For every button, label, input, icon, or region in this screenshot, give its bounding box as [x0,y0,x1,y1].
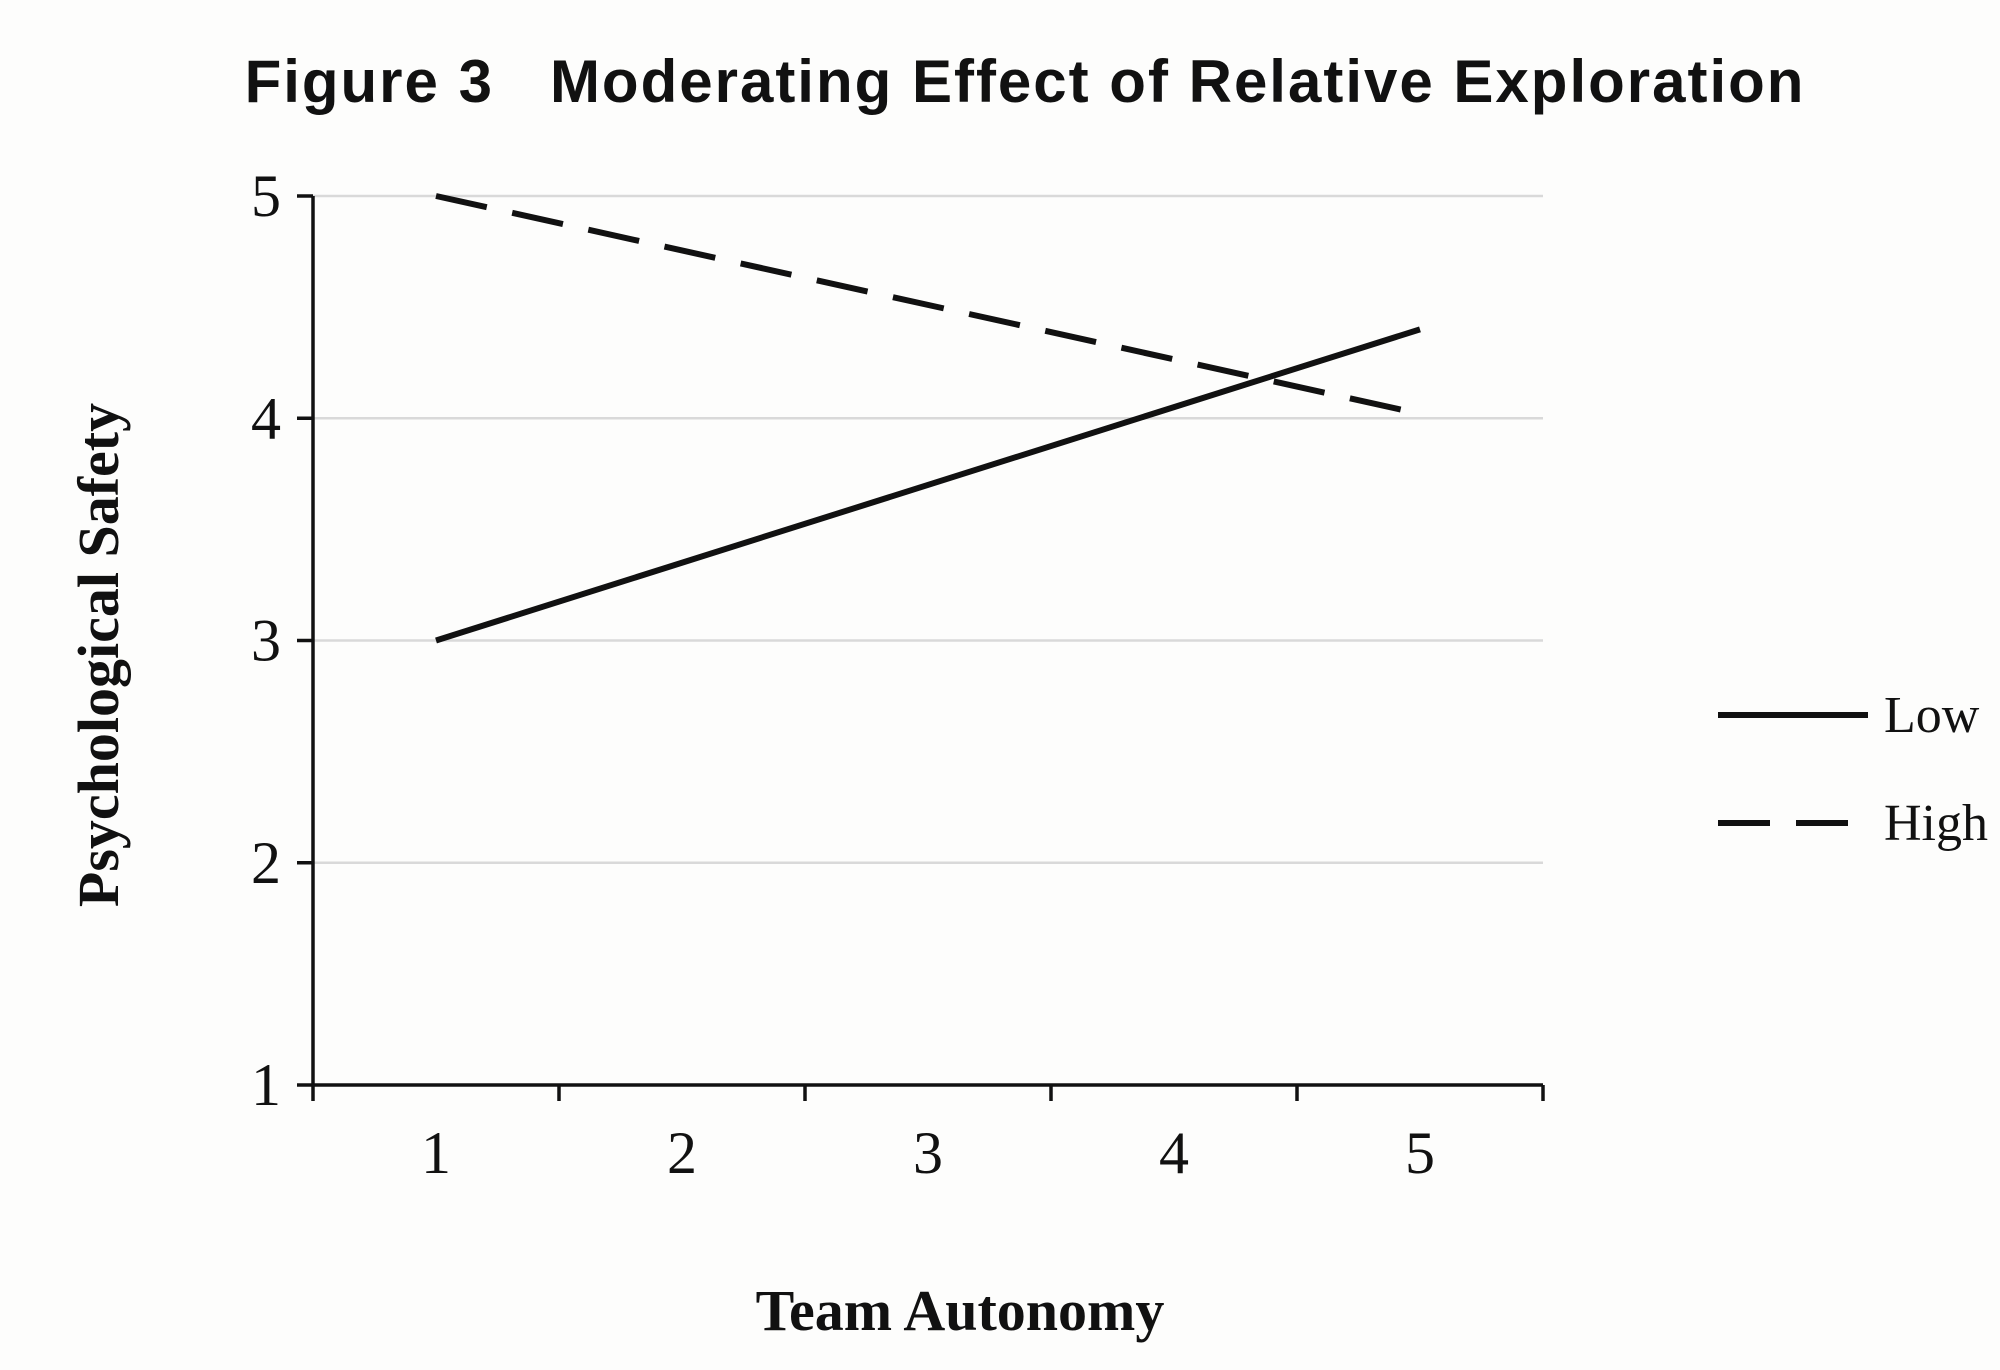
y-axis-title: Psychological Safety [66,403,131,907]
x-axis-title: Team Autonomy [756,1278,1165,1343]
x-tick-label: 4 [1159,1120,1189,1186]
series-lines [435,193,1421,644]
series-line-low [435,326,1421,644]
x-tick-label: 3 [913,1120,943,1186]
x-tick-label: 1 [421,1120,451,1186]
axes [297,194,1545,1101]
y-tick-label: 3 [251,608,281,674]
y-tick-labels: 1 2 3 4 5 [251,163,281,1118]
legend: Low High [1718,687,1988,852]
y-tick-label: 2 [251,830,281,896]
legend-label-low: Low [1884,687,1980,744]
chart-title: Figure 3 Moderating Effect of Relative E… [245,48,1806,115]
y-tick-label: 5 [251,163,281,229]
x-tick-label: 2 [667,1120,697,1186]
y-tick-label: 1 [251,1052,281,1118]
gridlines [313,194,1543,864]
legend-label-high: High [1884,795,1988,852]
x-tick-label: 5 [1405,1120,1435,1186]
x-tick-labels: 1 2 3 4 5 [421,1120,1435,1186]
y-tick-label: 4 [251,385,281,451]
series-line-high [435,193,1421,417]
